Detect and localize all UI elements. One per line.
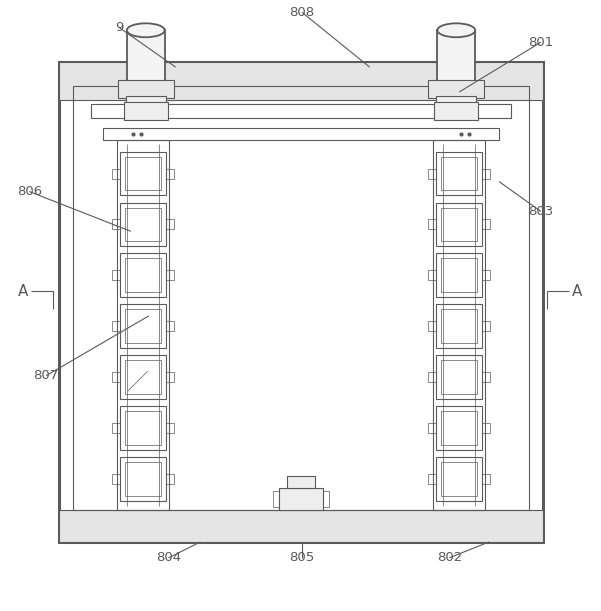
Text: A: A <box>572 284 582 299</box>
Bar <box>125 156 160 191</box>
Bar <box>441 309 477 343</box>
Bar <box>441 156 477 191</box>
Bar <box>482 423 490 433</box>
Bar <box>441 462 477 496</box>
Bar <box>436 96 476 112</box>
Bar <box>436 152 482 196</box>
Bar <box>125 258 160 292</box>
Bar <box>59 62 543 100</box>
Bar <box>429 271 436 280</box>
Bar <box>120 203 166 246</box>
Bar <box>126 96 166 112</box>
Bar <box>59 510 543 542</box>
Bar <box>436 406 482 450</box>
Bar <box>441 360 477 394</box>
Bar <box>482 271 490 280</box>
Text: 805: 805 <box>289 551 314 565</box>
Bar <box>279 488 323 510</box>
Ellipse shape <box>438 23 475 37</box>
Bar <box>112 372 120 382</box>
Bar <box>429 80 484 98</box>
Bar <box>429 169 436 178</box>
Bar <box>429 474 436 484</box>
Bar <box>429 219 436 230</box>
Text: 801: 801 <box>528 35 554 49</box>
Bar <box>166 372 174 382</box>
Bar <box>435 102 478 120</box>
Bar <box>482 321 490 331</box>
Bar <box>433 140 485 510</box>
Text: 804: 804 <box>156 551 181 565</box>
Text: 806: 806 <box>17 185 42 198</box>
Bar <box>429 372 436 382</box>
Ellipse shape <box>127 23 165 37</box>
Bar <box>112 321 120 331</box>
Text: 807: 807 <box>34 369 59 382</box>
Text: 803: 803 <box>528 205 554 218</box>
Text: A: A <box>18 284 28 299</box>
Bar <box>436 203 482 246</box>
Bar <box>166 321 174 331</box>
Bar <box>112 271 120 280</box>
Bar <box>429 423 436 433</box>
Bar <box>436 355 482 399</box>
Bar <box>125 411 160 445</box>
Bar <box>120 406 166 450</box>
Bar <box>482 169 490 178</box>
Bar <box>323 491 329 507</box>
Bar <box>436 457 482 501</box>
Bar <box>112 423 120 433</box>
Bar <box>120 355 166 399</box>
Text: 9: 9 <box>115 21 123 34</box>
Bar <box>166 219 174 230</box>
Bar <box>166 169 174 178</box>
Bar <box>112 219 120 230</box>
Bar <box>112 169 120 178</box>
Bar <box>120 457 166 501</box>
Bar <box>125 462 160 496</box>
Bar <box>441 208 477 241</box>
Bar <box>125 360 160 394</box>
Bar <box>91 104 511 118</box>
Bar <box>112 474 120 484</box>
Bar <box>482 219 490 230</box>
Bar <box>125 309 160 343</box>
Bar <box>429 321 436 331</box>
Bar <box>166 423 174 433</box>
Bar <box>438 31 475 92</box>
Bar <box>166 271 174 280</box>
Bar <box>441 411 477 445</box>
Bar <box>120 254 166 298</box>
Bar <box>120 304 166 348</box>
Bar <box>118 80 174 98</box>
Bar <box>73 86 529 510</box>
Bar <box>127 31 165 92</box>
Bar <box>436 304 482 348</box>
Bar <box>287 476 315 488</box>
Bar <box>273 491 279 507</box>
Bar <box>59 62 543 542</box>
Bar <box>125 208 160 241</box>
Bar <box>117 140 169 510</box>
Bar <box>166 474 174 484</box>
Bar <box>482 474 490 484</box>
Bar <box>103 128 499 140</box>
Bar <box>120 152 166 196</box>
Text: 802: 802 <box>437 551 462 565</box>
Bar <box>482 372 490 382</box>
Bar <box>441 258 477 292</box>
Bar <box>436 254 482 298</box>
Text: 808: 808 <box>290 6 314 19</box>
Bar <box>124 102 168 120</box>
